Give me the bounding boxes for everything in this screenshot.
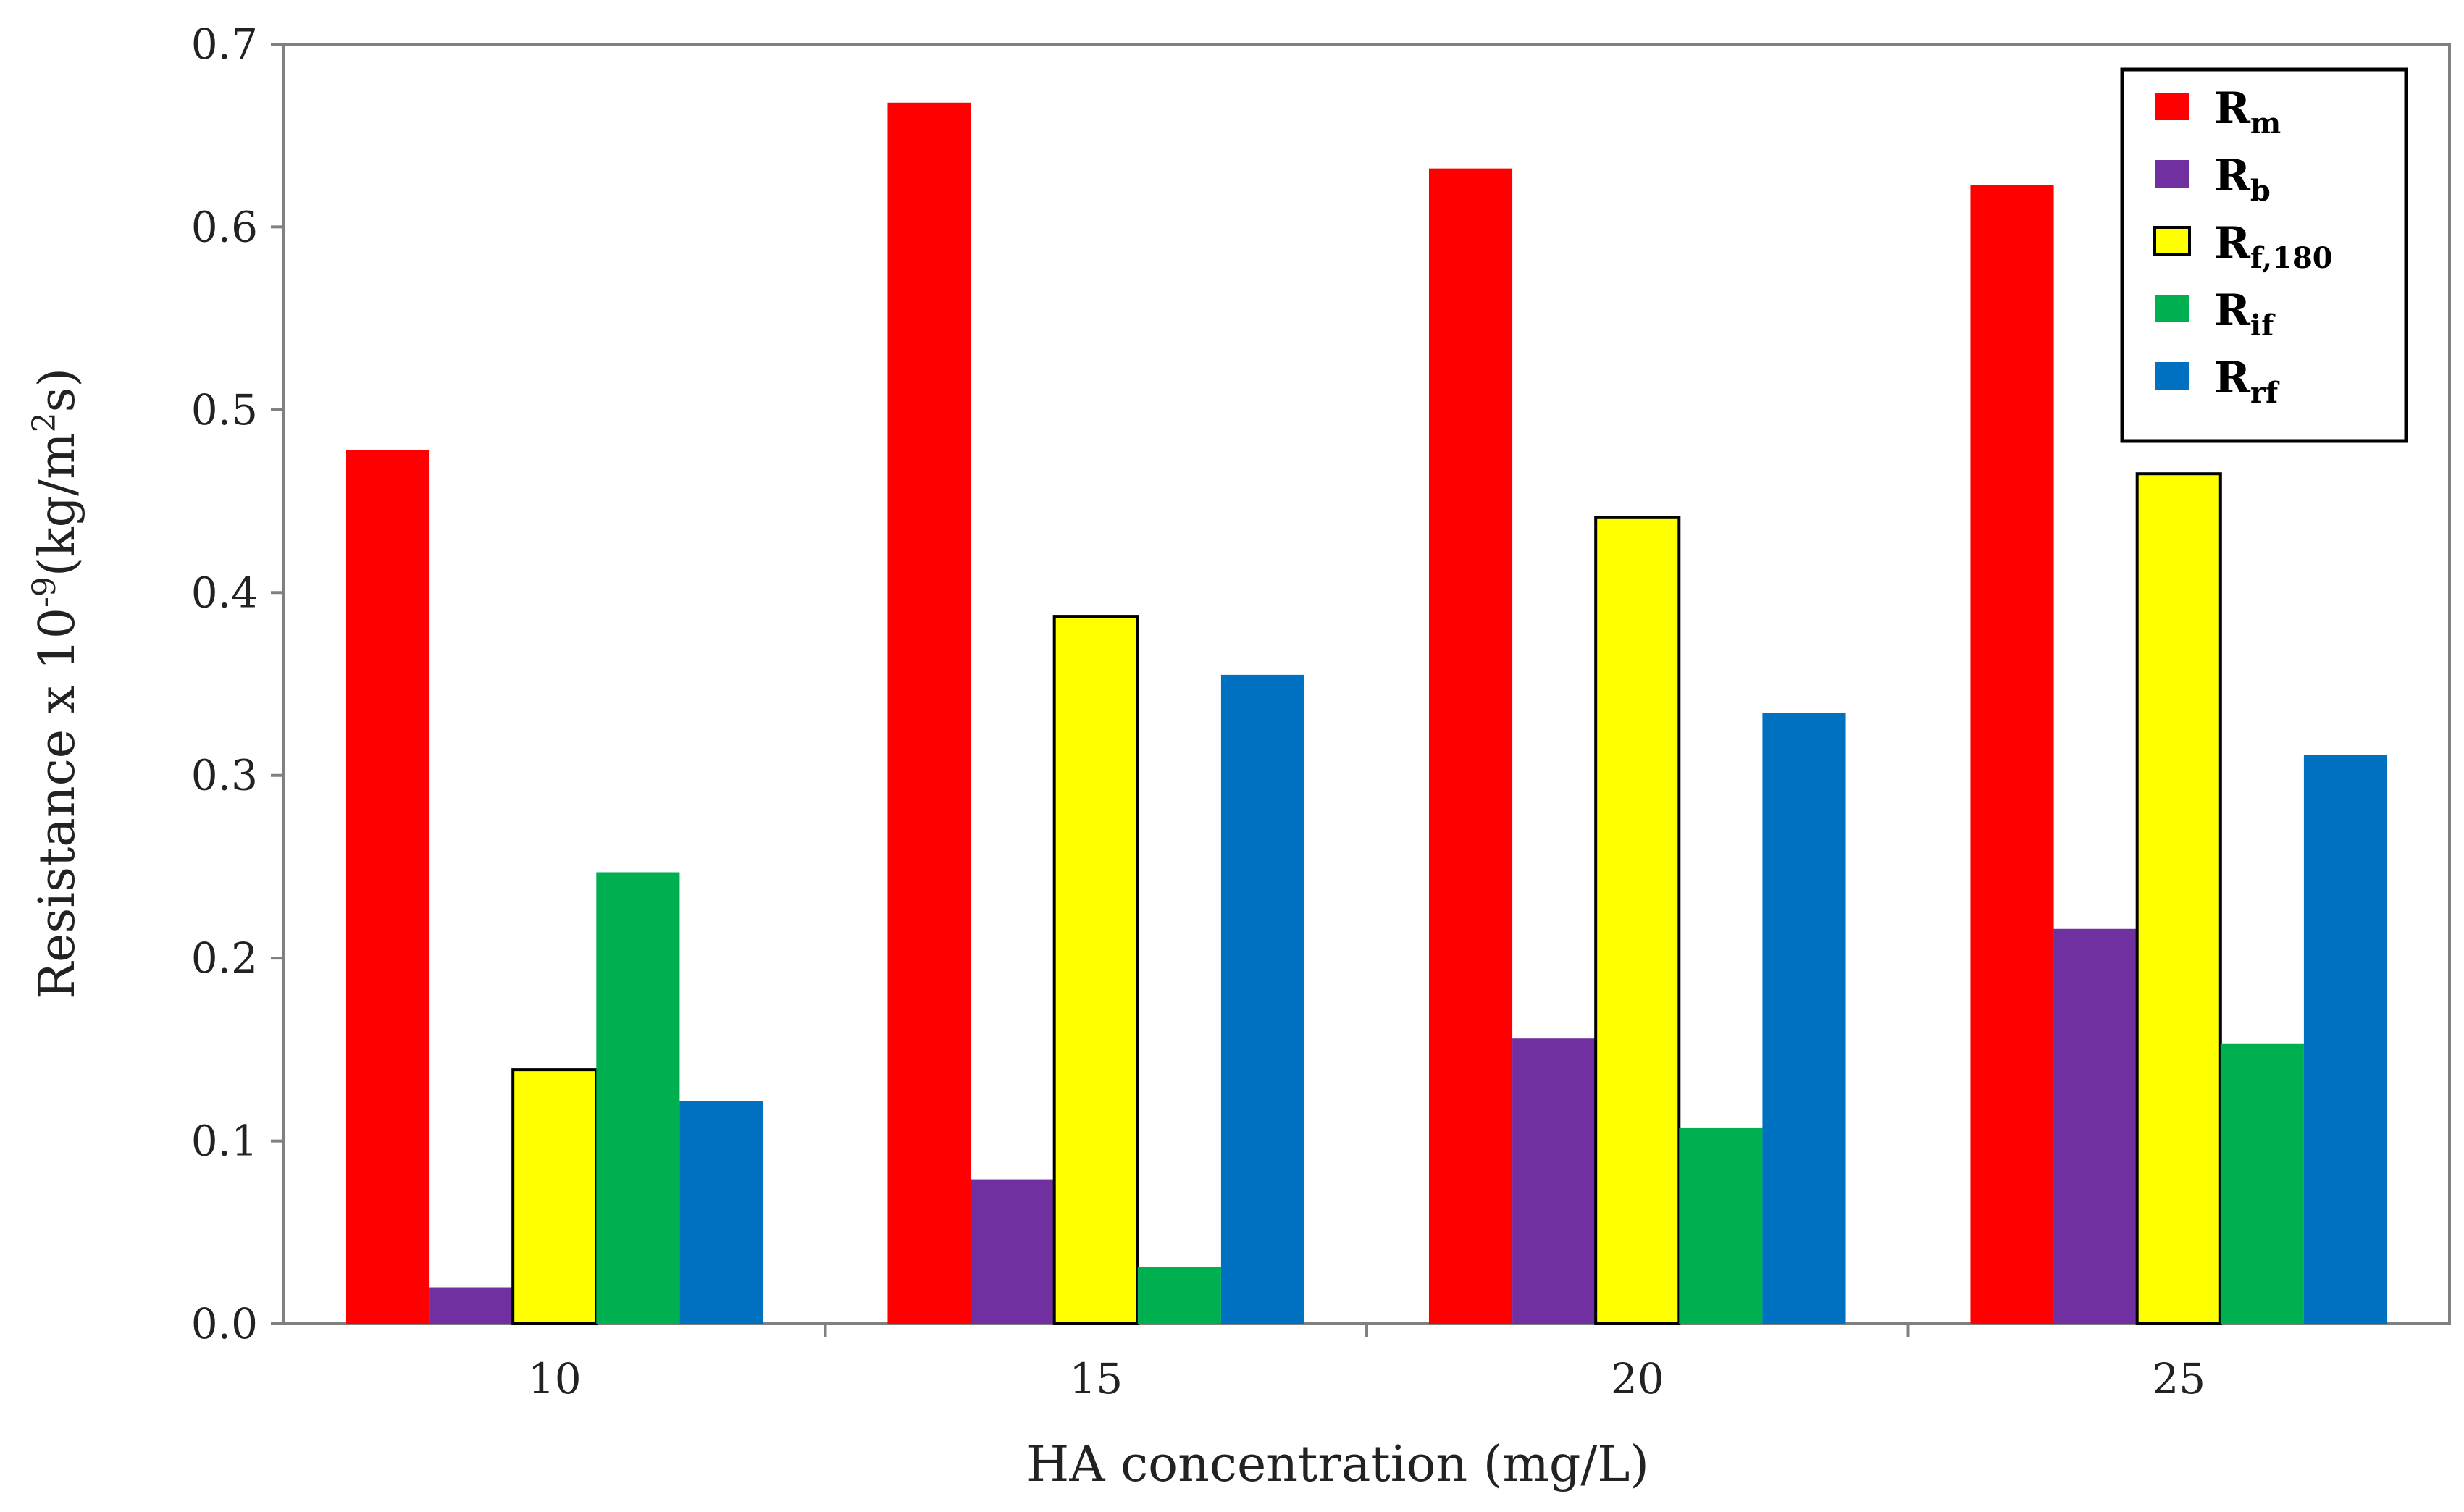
x-axis-title: HA concentration (mg/L) [1026,1436,1649,1493]
bar-rif-15 [1137,1267,1221,1324]
legend-swatch [2155,93,2189,120]
legend-label-base: R [2214,353,2251,403]
y-tick-label: 0.6 [191,202,258,251]
bar-rf180-10 [511,1068,598,1325]
y-tick-label: 0.4 [191,568,258,617]
y-axis-ticks: 0.0 0.1 0.2 0.3 0.4 0.5 0.6 0.7 [191,20,284,1348]
y-axis-title-unit-end: s) [29,368,86,412]
y-tick-label: 0.0 [191,1299,258,1348]
legend-label-base: R [2214,151,2251,201]
bar-rrf-20 [1762,713,1846,1324]
x-tick-label: 10 [528,1354,582,1403]
legend-label: Rif [2214,285,2276,343]
y-axis-title-exponent: -9 [26,576,63,608]
legend-swatch [2155,295,2189,322]
legend-swatch [2153,226,2191,256]
legend-swatch [2155,362,2189,390]
legend-label: Rm [2214,83,2281,140]
y-axis-title-unit-exponent: 2 [26,412,63,432]
y-tick-label: 0.1 [191,1117,258,1166]
bar-rrf-25 [2303,755,2388,1324]
legend-label-subscript: rf [2250,376,2280,410]
bar-rif-25 [2220,1043,2304,1324]
bar-rif-10 [596,872,680,1324]
y-tick-label: 0.7 [191,20,258,69]
y-tick-label: 0.3 [191,751,258,800]
bar-rf180-15 [1052,615,1139,1325]
bar-rf180-20 [1594,516,1681,1325]
bar-rm-20 [1428,168,1513,1324]
bar-rm-15 [887,102,971,1324]
legend-label-subscript: f,180 [2250,241,2333,275]
legend-label: Rb [2214,151,2271,208]
bar-rb-25 [2053,928,2137,1324]
x-tick-label: 15 [1069,1354,1123,1403]
bars [345,102,2388,1325]
legend-label-base: R [2214,83,2251,134]
bar-rb-20 [1512,1038,1596,1324]
y-tick-label: 0.5 [191,385,258,434]
bar-rrf-10 [679,1101,763,1324]
legend-label-subscript: m [2250,106,2281,140]
legend-label: Rf,180 [2214,218,2333,275]
bar-rrf-15 [1220,674,1305,1324]
y-axis-title-unit: (kg/m [29,432,86,576]
legend-label-base: R [2214,218,2251,269]
legend-label-subscript: b [2250,174,2271,208]
x-axis-ticks: 10 15 20 25 [528,1324,2205,1403]
bar-rb-15 [971,1179,1055,1324]
bar-rm-25 [1970,185,2054,1324]
bar-rf180-25 [2135,472,2222,1325]
y-tick-label: 0.2 [191,933,258,983]
x-tick-label: 25 [2152,1354,2205,1403]
legend-label-subscript: if [2250,308,2276,343]
bar-rb-10 [429,1287,514,1324]
y-axis-title: Resistance x 10-9(kg/m2s) [26,368,86,999]
y-axis-title-base: Resistance x 10 [29,608,86,999]
x-tick-label: 20 [1611,1354,1664,1403]
legend-label: Rrf [2214,353,2280,410]
legend-swatch [2155,160,2189,188]
bar-rif-20 [1679,1127,1763,1324]
bar-rm-10 [345,450,430,1324]
legend-label-base: R [2214,285,2251,336]
